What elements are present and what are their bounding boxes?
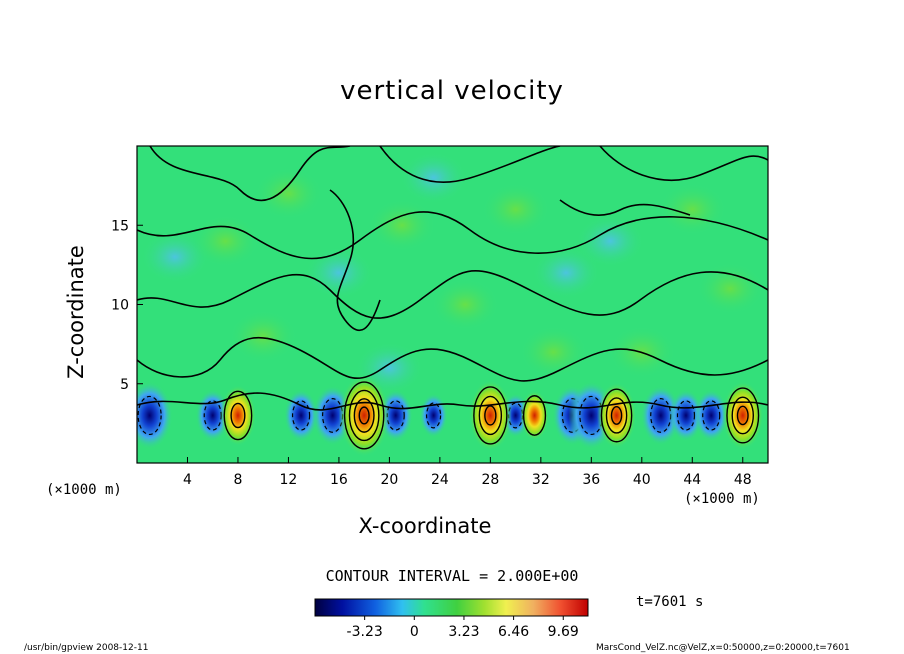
downdraft-cell xyxy=(195,389,230,442)
footer-source: MarsCond_VelZ.nc@VelZ,x=0:50000,z=0:2000… xyxy=(596,643,850,653)
field-variation xyxy=(399,151,468,204)
colorbar-tick-label: 9.69 xyxy=(548,624,579,640)
y-axis-label: Z-coordinate xyxy=(64,245,88,379)
x-tick-label: 20 xyxy=(380,472,398,488)
x-tick-label: 16 xyxy=(330,472,348,488)
x-unit-left: (×1000 m) xyxy=(46,482,122,498)
downdraft-contour xyxy=(291,400,311,431)
updraft-contour xyxy=(726,387,760,444)
field-variation xyxy=(519,326,588,379)
downdraft-cell xyxy=(668,389,703,442)
x-unit-right: (×1000 m) xyxy=(684,491,760,507)
downdraft-cell xyxy=(640,385,681,446)
y-tick-label: 5 xyxy=(120,377,129,393)
x-tick-label: 40 xyxy=(633,472,651,488)
time-label: t=7601 s xyxy=(636,594,704,610)
field-variation xyxy=(191,215,260,268)
updraft-contour xyxy=(230,402,246,429)
downdraft-contour xyxy=(425,402,442,429)
updraft-cell xyxy=(596,382,637,449)
x-tick-label: 4 xyxy=(183,472,192,488)
x-tick-label: 8 xyxy=(233,472,242,488)
updraft-contour xyxy=(343,381,385,450)
updraft-contour xyxy=(610,405,623,425)
y-tick-label: 10 xyxy=(111,298,129,314)
field-variation xyxy=(481,183,550,236)
x-tick-label: 48 xyxy=(734,472,752,488)
footer-command: /usr/bin/gpview 2008-12-11 xyxy=(24,643,149,653)
chart-title: vertical velocity xyxy=(340,76,564,106)
downdraft-contour xyxy=(137,395,162,436)
updraft-contour xyxy=(731,396,754,435)
downdraft-cell xyxy=(694,389,729,442)
updraft-cell xyxy=(722,381,764,450)
x-tick-label: 12 xyxy=(280,472,298,488)
contour-lines xyxy=(137,146,768,411)
x-tick-label: 32 xyxy=(532,472,550,488)
field-variation xyxy=(304,246,373,299)
downdraft-contour xyxy=(702,400,721,431)
updraft-contour xyxy=(478,395,503,436)
downdraft-cell xyxy=(419,393,448,438)
downdraft-cell xyxy=(284,389,319,442)
updraft-contour xyxy=(484,405,497,426)
field-variation xyxy=(532,246,601,299)
updraft-contour xyxy=(223,390,253,441)
updraft-contour xyxy=(353,398,375,433)
x-tick-label: 44 xyxy=(683,472,701,488)
colorbar xyxy=(314,598,589,617)
y-axis-ticks: 5 10 15 xyxy=(111,218,143,393)
updraft-contour xyxy=(736,405,749,426)
contour-interval-label: CONTOUR INTERVAL = 2.000E+00 xyxy=(325,567,579,585)
field-variation xyxy=(431,278,500,331)
colorbar-tick-label: -3.23 xyxy=(347,624,383,640)
field-variation xyxy=(658,183,727,236)
x-tick-label: 24 xyxy=(431,472,449,488)
x-axis-label: X-coordinate xyxy=(358,514,492,538)
updraft-contour xyxy=(600,388,633,443)
updraft-contour xyxy=(348,389,380,442)
updraft-cell xyxy=(520,390,549,441)
y-tick-label: 15 xyxy=(111,218,129,234)
updraft-contour xyxy=(605,397,628,434)
updraft-cell xyxy=(338,374,390,457)
colorbar-tick-label: 6.46 xyxy=(498,624,529,640)
updraft-cell xyxy=(220,385,256,446)
updraft-cell xyxy=(468,379,512,451)
colorbar-tick-label: 0 xyxy=(410,624,419,640)
colorbar-tick-label: 3.23 xyxy=(448,624,479,640)
updraft-contour xyxy=(522,395,547,436)
x-axis-ticks: 4 8 12 16 20 24 28 32 36 40 44 48 xyxy=(183,457,752,488)
downdraft-cell xyxy=(137,381,173,450)
field-variation xyxy=(368,199,437,252)
updraft-contour xyxy=(358,406,370,425)
field-variation xyxy=(696,262,765,315)
field-variation xyxy=(254,167,323,220)
field-variation xyxy=(229,310,298,363)
x-tick-label: 36 xyxy=(582,472,600,488)
updraft-contour xyxy=(473,386,508,445)
x-tick-label: 28 xyxy=(481,472,499,488)
colorbar-ticks: -3.23 0 3.23 6.46 9.69 xyxy=(347,616,579,640)
field-variation xyxy=(576,215,645,268)
